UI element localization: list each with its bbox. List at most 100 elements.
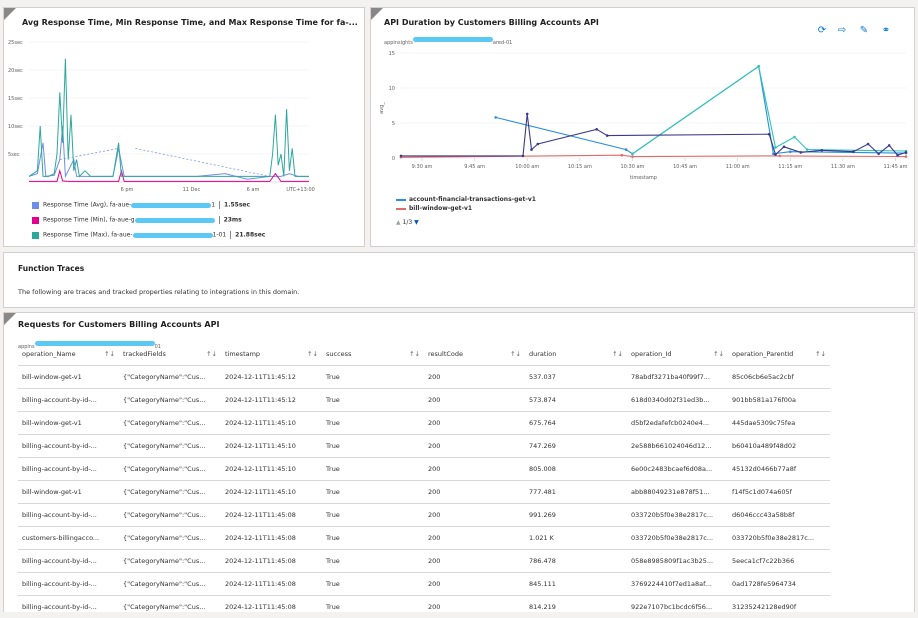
table-row[interactable]: customers-billingacco...{"CategoryName":… <box>18 527 830 550</box>
data-point <box>522 155 525 158</box>
x-tick-label: 10:30 am <box>620 164 644 170</box>
cell-operation-name: billing-account-by-id-... <box>18 435 119 458</box>
y-tick-label: 5sec <box>8 152 20 158</box>
data-point <box>778 155 781 158</box>
col-header-result-code[interactable]: resultCode↑↓ <box>424 343 525 366</box>
table-row[interactable]: billing-account-by-id-...{"CategoryName"… <box>18 389 830 412</box>
table-row[interactable]: billing-account-by-id-...{"CategoryName"… <box>18 504 830 527</box>
data-point <box>806 148 809 151</box>
col-header-success[interactable]: success↑↓ <box>322 343 424 366</box>
table-row[interactable]: billing-account-by-id-...{"CategoryName"… <box>18 458 830 481</box>
cell-timestamp: 2024-12-11T11:45:08 <box>221 596 322 618</box>
sort-icon[interactable]: ↑↓ <box>713 350 724 358</box>
data-point <box>768 133 771 136</box>
cell-timestamp: 2024-12-11T11:45:08 <box>221 504 322 527</box>
pager-up-icon[interactable]: ▲ <box>396 219 401 226</box>
cell-operation-name: billing-account-by-id-... <box>18 573 119 596</box>
legend-entry-1[interactable]: account-financial-transactions-get-v1 <box>396 196 536 203</box>
cell-operation-name: bill-window-get-v1 <box>18 366 119 389</box>
edit-icon[interactable]: ✎ <box>859 26 869 36</box>
cell-operation-name: billing-account-by-id-... <box>18 458 119 481</box>
data-point <box>905 155 908 158</box>
cell-tracked-fields: {"CategoryName":"Cus... <box>119 596 221 618</box>
cell-operation-parent-id: 445dae5309c75fea <box>728 412 830 435</box>
data-point <box>821 149 824 152</box>
cell-tracked-fields: {"CategoryName":"Cus... <box>119 573 221 596</box>
cell-success: True <box>322 481 424 504</box>
function-traces-description: The following are traces and tracked pro… <box>18 288 299 296</box>
refresh-icon[interactable]: ⟳ <box>817 26 827 36</box>
cell-operation-name: billing-account-by-id-... <box>18 389 119 412</box>
col-header-tracked-fields[interactable]: trackedFields↑↓ <box>119 343 221 366</box>
table-row[interactable]: bill-window-get-v1{"CategoryName":"Cus..… <box>18 481 830 504</box>
cell-result-code: 200 <box>424 481 525 504</box>
pager-down-icon[interactable]: ▼ <box>414 219 419 226</box>
y-tick-label: 15 <box>389 51 395 57</box>
cell-timestamp: 2024-12-11T11:45:10 <box>221 435 322 458</box>
x-tick-label: 6 pm <box>121 187 134 193</box>
sort-icon[interactable]: ↑↓ <box>307 350 318 358</box>
cell-duration: 537.037 <box>525 366 627 389</box>
connect-icon[interactable]: ⚭ <box>881 26 891 36</box>
function-traces-title: Function Traces <box>18 264 84 273</box>
sort-icon[interactable]: ↑↓ <box>815 350 826 358</box>
legend-label: Response Time (Avg), fa-aue- <box>43 202 131 209</box>
tile-corner-icon <box>4 8 16 20</box>
legend-line-icon <box>396 208 406 210</box>
cell-operation-parent-id: d6046ccc43a58b8f <box>728 504 830 527</box>
legend-line-icon <box>396 199 406 201</box>
x-tick-label: 11:00 am <box>726 164 750 170</box>
x-tick-label: 6 am <box>247 187 260 193</box>
data-point <box>783 146 786 149</box>
legend-swatch <box>32 232 39 239</box>
legend-divider <box>230 231 231 239</box>
data-point <box>530 148 533 151</box>
data-point <box>595 128 598 131</box>
cell-operation-id: 3769224410f7ed1a8af... <box>627 573 728 596</box>
share-icon[interactable]: ⇨ <box>837 26 847 36</box>
sort-icon[interactable]: ↑↓ <box>612 350 623 358</box>
cell-result-code: 200 <box>424 573 525 596</box>
col-header-operation-parent-id[interactable]: operation_ParentId↑↓ <box>728 343 830 366</box>
data-point <box>757 65 760 68</box>
cell-result-code: 200 <box>424 504 525 527</box>
col-header-duration[interactable]: duration↑↓ <box>525 343 627 366</box>
table-row[interactable]: billing-account-by-id-...{"CategoryName"… <box>18 435 830 458</box>
legend-entry-2[interactable]: bill-window-get-v1 <box>396 205 472 212</box>
y-tick-label: 15sec <box>8 96 23 102</box>
table-row[interactable]: billing-account-by-id-...{"CategoryName"… <box>18 596 830 618</box>
cell-result-code: 200 <box>424 527 525 550</box>
sort-icon[interactable]: ↑↓ <box>409 350 420 358</box>
cell-tracked-fields: {"CategoryName":"Cus... <box>119 366 221 389</box>
data-point <box>400 155 403 158</box>
table-row[interactable]: billing-account-by-id-...{"CategoryName"… <box>18 550 830 573</box>
col-header-operation-name[interactable]: operation_Name↑↓ <box>18 343 119 366</box>
cell-operation-parent-id: 45132d0466b77a8f <box>728 458 830 481</box>
cell-success: True <box>322 550 424 573</box>
cell-tracked-fields: {"CategoryName":"Cus... <box>119 504 221 527</box>
col-header-operation-id[interactable]: operation_Id↑↓ <box>627 343 728 366</box>
table-row[interactable]: billing-account-by-id-...{"CategoryName"… <box>18 573 830 596</box>
table-row[interactable]: bill-window-get-v1{"CategoryName":"Cus..… <box>18 412 830 435</box>
cell-duration: 573.874 <box>525 389 627 412</box>
response-time-tile[interactable]: Avg Response Time, Min Response Time, an… <box>3 7 365 247</box>
col-header-timestamp[interactable]: timestamp↑↓ <box>221 343 322 366</box>
cell-operation-id: 2e588b661024046d12... <box>627 435 728 458</box>
api-duration-tile[interactable]: API Duration by Customers Billing Accoun… <box>370 7 915 247</box>
cell-timestamp: 2024-12-11T11:45:08 <box>221 550 322 573</box>
tile-corner-icon <box>4 313 16 325</box>
cell-operation-name: billing-account-by-id-... <box>18 504 119 527</box>
redacted-name <box>131 203 211 208</box>
table-row[interactable]: bill-window-get-v1{"CategoryName":"Cus..… <box>18 366 830 389</box>
series-line-1 <box>29 126 309 179</box>
requests-title: Requests for Customers Billing Accounts … <box>18 320 219 329</box>
sort-icon[interactable]: ↑↓ <box>104 350 115 358</box>
sort-icon[interactable]: ↑↓ <box>510 350 521 358</box>
cell-duration: 777.481 <box>525 481 627 504</box>
sort-icon[interactable]: ↑↓ <box>206 350 217 358</box>
